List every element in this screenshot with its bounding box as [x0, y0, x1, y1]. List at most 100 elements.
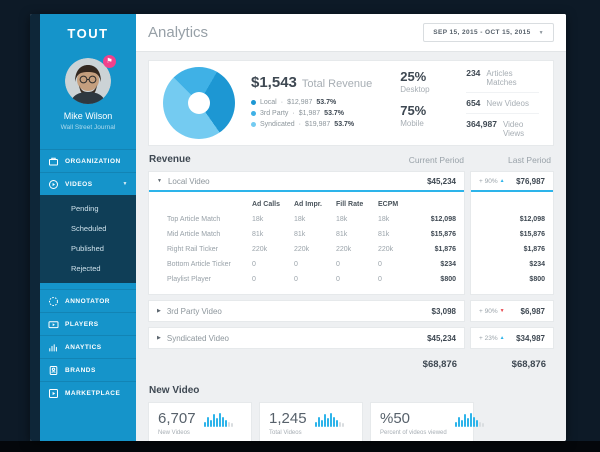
- sidebar-edge-strip: [30, 14, 40, 441]
- spark-bar: [230, 423, 233, 427]
- avatar[interactable]: ⚑: [65, 55, 116, 104]
- legend-separator: ·: [292, 110, 295, 117]
- donut-legend: Local · $12,987 53.7% 3rd Party · $1,987 53.7% S…: [251, 99, 372, 128]
- spark-bar: [460, 420, 463, 427]
- tout-logo[interactable]: TOUT: [67, 25, 109, 41]
- local-video-card: ▼ Local Video $45,234 Ad Calls Ad Impr. Fi…: [148, 171, 465, 295]
- last-period-values: $12,098 $15,876 $1,876 $234 $800: [471, 192, 553, 294]
- detail-cell: 0: [336, 276, 340, 283]
- spark-bar: [224, 420, 227, 427]
- detail-row: Bottom Article Ticker 0 0 0 0 $234: [157, 257, 456, 272]
- spark-bar: [466, 418, 469, 427]
- spark-bar: [326, 418, 329, 427]
- detail-row: Mid Article Match 81k 81k 81k 81k $15,876: [157, 227, 456, 242]
- avatar-photo: [65, 58, 111, 104]
- spark-bar: [332, 417, 335, 427]
- expand-caret-icon[interactable]: ▶: [157, 335, 161, 341]
- detail-row: Right Rail Ticker 220k 220k 220k 220k $1,876: [157, 242, 456, 257]
- spark-bar: [335, 420, 338, 427]
- detail-cell: 0: [336, 261, 340, 268]
- detail-cell: 0: [294, 261, 298, 268]
- stat-text-block: 1,245 Total Videos: [269, 411, 307, 436]
- revenue-expanded-block: ▼ Local Video $45,234 Ad Calls Ad Impr. Fi…: [148, 171, 554, 295]
- detail-cell: 81k: [294, 231, 306, 238]
- chevron-down-icon: ▼: [122, 181, 128, 187]
- date-range-button[interactable]: SEP 15, 2015 - OCT 15, 2015 ▼: [423, 23, 554, 42]
- collapse-caret-icon[interactable]: ▼: [157, 178, 162, 184]
- detail-cell: 81k: [336, 231, 348, 238]
- new-video-stat-card: %50 Percent of videos viewed: [370, 402, 484, 441]
- detail-row-label: Mid Article Match: [167, 231, 221, 238]
- detail-current-value: $800: [440, 276, 456, 283]
- submenu-item-scheduled[interactable]: Scheduled: [71, 224, 107, 233]
- revenue-row-card: ▶ 3rd Party Video $3,098: [148, 300, 465, 322]
- sidebar-item-label: MARKETPLACE: [65, 389, 121, 397]
- row-last-value: $76,987: [516, 176, 545, 186]
- total-revenue-number: $1,543: [251, 74, 297, 91]
- row-3rd-party-video[interactable]: ▶ 3rd Party Video $3,098: [149, 301, 464, 321]
- device-split-block: 25% Desktop 75% Mobile: [400, 69, 446, 137]
- bar-chart-icon: [48, 342, 59, 353]
- detail-cell: 220k: [336, 246, 352, 253]
- spark-bar: [203, 422, 206, 427]
- sidebar-item-annotator[interactable]: ANNOTATOR: [40, 289, 136, 312]
- overview-card: $1,543 Total Revenue Local · $12,987 53.7% 3r…: [148, 60, 554, 146]
- row-current-value: $45,234: [427, 333, 456, 343]
- expand-caret-icon[interactable]: ▶: [157, 308, 161, 314]
- sidebar-item-organization[interactable]: ORGANIZATION: [40, 149, 136, 172]
- row-local-video[interactable]: ▼ Local Video $45,234: [149, 172, 464, 192]
- sidebar-item-label: PLAYERS: [65, 320, 99, 328]
- current-period-column-label: Current Period: [408, 155, 464, 165]
- detail-cell: 18k: [378, 216, 390, 223]
- total-revenue-label: Total Revenue: [301, 78, 373, 90]
- detail-cell: 18k: [252, 216, 264, 223]
- detail-row: Playlist Player 0 0 0 0 $800: [157, 272, 456, 287]
- legend-separator: ·: [280, 99, 284, 106]
- sidebar-item-anaytics[interactable]: ANAYTICS: [40, 335, 136, 358]
- sidebar-item-videos[interactable]: VIDEOS ▼: [40, 172, 136, 195]
- notification-badge[interactable]: ⚑: [103, 55, 116, 68]
- submenu-item-published[interactable]: Published: [71, 244, 104, 253]
- stat-caption: New Videos: [158, 429, 190, 436]
- stat-label: Articles Matches: [486, 69, 517, 87]
- new-video-title: New Video: [149, 385, 200, 396]
- legend-percent: 53.7%: [324, 110, 345, 117]
- spark-bar: [206, 417, 209, 427]
- row-last-period: + 90% ▼ $6,987: [471, 301, 553, 321]
- spark-bar: [221, 417, 224, 427]
- sidebar-item-players[interactable]: PLAYERS: [40, 312, 136, 335]
- revenue-row-last-card: + 90% ▼ $6,987: [470, 300, 554, 322]
- legend-item-syndicated: Syndicated · $19,987 53.7%: [251, 121, 372, 128]
- submenu-item-rejected[interactable]: Rejected: [71, 264, 101, 273]
- detail-cell: 0: [294, 276, 298, 283]
- legend-value: $12,987: [287, 99, 313, 106]
- sidebar-item-marketplace[interactable]: MARKETPLACE: [40, 381, 136, 404]
- detail-current-value: $1,876: [434, 246, 456, 253]
- detail-row-label: Right Rail Ticker: [167, 246, 218, 253]
- trend-arrow-icon: ▲: [499, 178, 505, 184]
- detail-current-value: $234: [440, 261, 456, 268]
- detail-header-row: Ad Calls Ad Impr. Fill Rate ECPM: [157, 197, 456, 212]
- stat-big-number: 1,245: [269, 409, 307, 427]
- revenue-row-group: ▶ Syndicated Video $45,234 + 23% ▲ $34,987: [148, 327, 554, 349]
- sidebar-item-brands[interactable]: BRANDS: [40, 358, 136, 381]
- legend-separator: ·: [298, 121, 301, 128]
- spark-bar: [341, 423, 344, 427]
- device-percent: 25%: [400, 69, 427, 84]
- stat-label: Video Views: [502, 120, 525, 138]
- detail-row-label: Bottom Article Ticker: [167, 261, 231, 268]
- legend-dot-icon: [251, 100, 256, 105]
- detail-cell: 18k: [336, 216, 348, 223]
- row-syndicated-video[interactable]: ▶ Syndicated Video $45,234: [149, 328, 464, 348]
- new-video-cards: 6,707 New Videos 1,245 Total Videos %50 Perce…: [148, 402, 554, 441]
- revenue-row-card: ▶ Syndicated Video $45,234: [148, 327, 465, 349]
- row-current-value: $45,234: [427, 176, 456, 186]
- detail-row-label: Playlist Player: [167, 276, 211, 283]
- submenu-item-pending[interactable]: Pending: [71, 204, 99, 213]
- detail-cell: 0: [378, 276, 382, 283]
- spark-bar: [463, 414, 466, 427]
- stat-caption: Percent of videos viewed: [380, 429, 447, 436]
- spark-bar: [481, 423, 484, 427]
- last-period-value: $12,098: [519, 216, 545, 223]
